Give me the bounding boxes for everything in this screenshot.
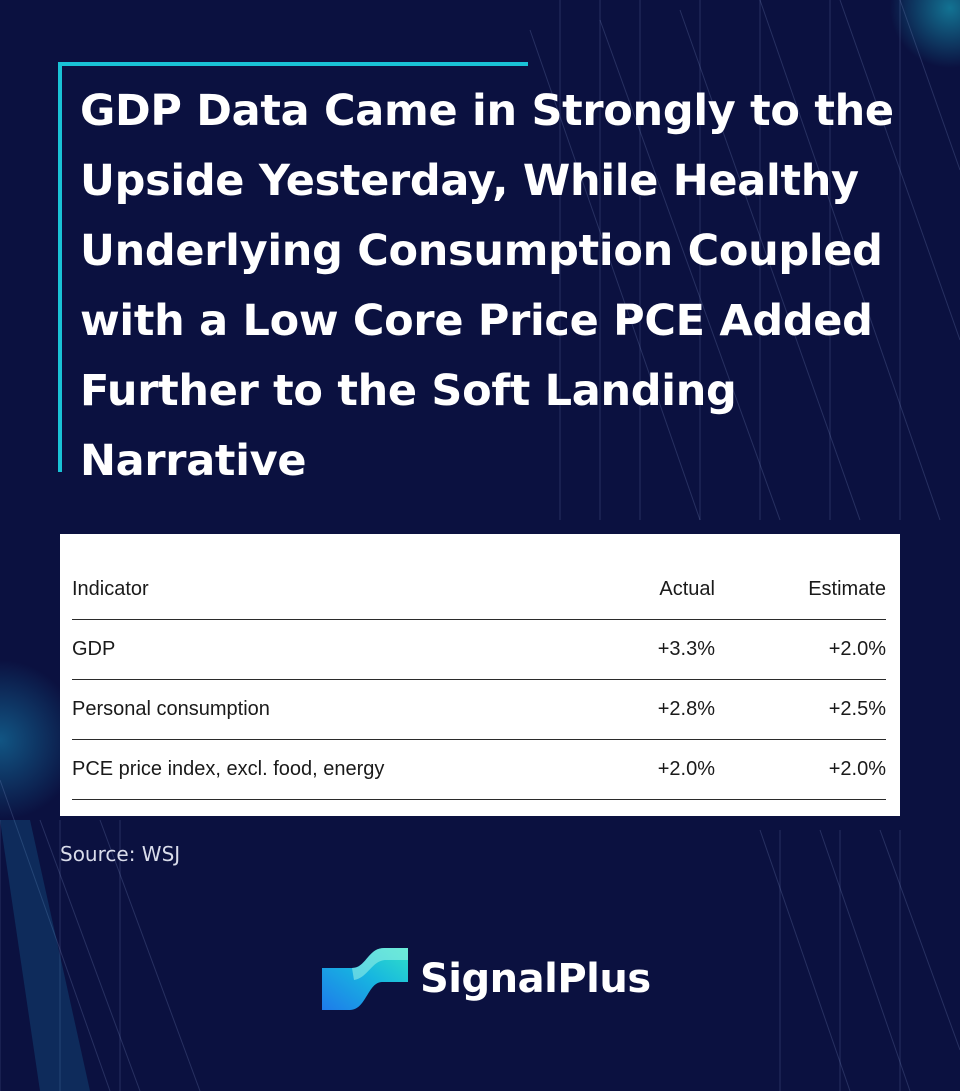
- header-estimate: Estimate: [715, 560, 886, 620]
- table-row: Personal consumption +2.8% +2.5%: [72, 679, 886, 740]
- cell-estimate: +2.0%: [715, 739, 886, 800]
- cell-estimate: +2.0%: [715, 619, 886, 680]
- headline-accent-left: [58, 62, 62, 472]
- table-row: GDP +3.3% +2.0%: [72, 619, 886, 680]
- table-header-row: Indicator Actual Estimate: [72, 560, 886, 620]
- source-note: Source: WSJ: [60, 842, 181, 866]
- data-table-card: Indicator Actual Estimate GDP +3.3% +2.0…: [60, 534, 900, 816]
- header-actual: Actual: [592, 560, 715, 620]
- cell-actual: +3.3%: [592, 619, 715, 680]
- cell-estimate: +2.5%: [715, 679, 886, 740]
- brand-logo: SignalPlus: [322, 946, 651, 1012]
- cell-indicator: Personal consumption: [72, 679, 592, 740]
- indicator-table: Indicator Actual Estimate GDP +3.3% +2.0…: [72, 560, 886, 800]
- cell-actual: +2.8%: [592, 679, 715, 740]
- signalplus-logo-icon: [322, 948, 408, 1010]
- headline-accent-top: [58, 62, 528, 66]
- cell-indicator: PCE price index, excl. food, energy: [72, 739, 592, 800]
- headline: GDP Data Came in Strongly to the Upside …: [80, 86, 894, 486]
- cell-actual: +2.0%: [592, 739, 715, 800]
- brand-name: SignalPlus: [420, 956, 651, 1002]
- header-indicator: Indicator: [72, 560, 592, 620]
- table-row: PCE price index, excl. food, energy +2.0…: [72, 739, 886, 800]
- cell-indicator: GDP: [72, 619, 592, 680]
